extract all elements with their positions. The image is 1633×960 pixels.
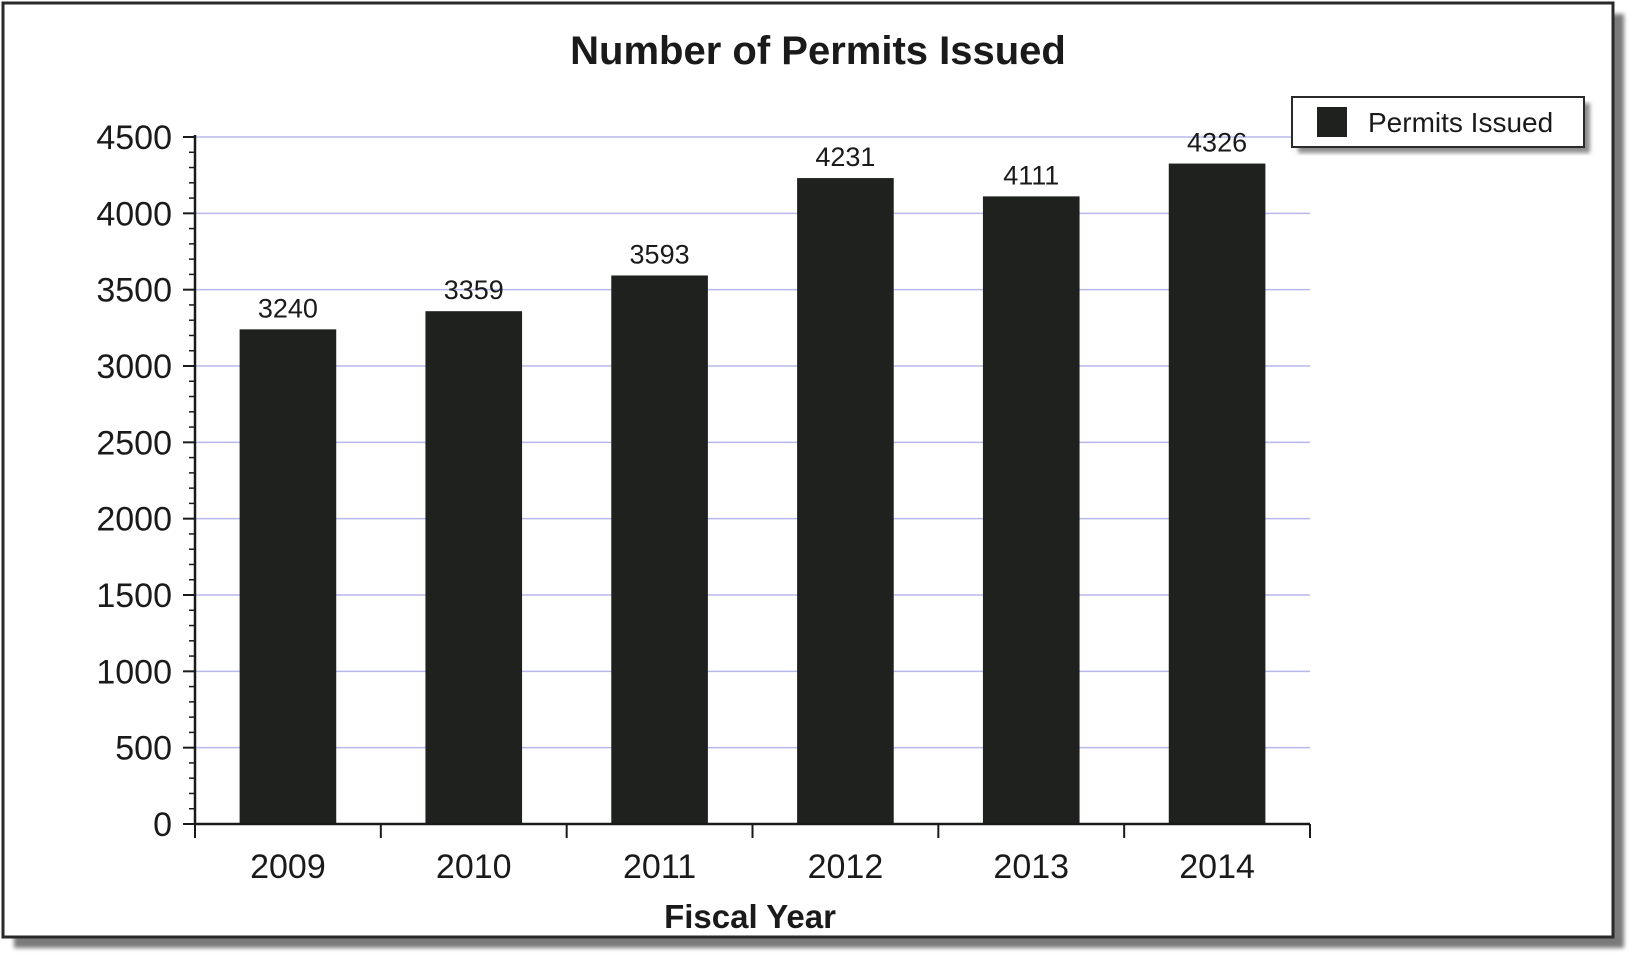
- y-tick-label: 3500: [96, 272, 172, 310]
- legend-label: Permits Issued: [1368, 107, 1553, 138]
- y-tick-label: 3000: [96, 348, 172, 386]
- x-tick-labels: 2009 2010 2011 2012 2013 2014: [250, 848, 1255, 886]
- bar-2010: [425, 311, 523, 825]
- y-tick-label: 2500: [96, 424, 172, 462]
- x-tick-label-2014: 2014: [1179, 848, 1255, 886]
- legend: Permits Issued: [1291, 96, 1590, 153]
- bar-2012: [797, 178, 894, 825]
- y-tick-label: 1000: [96, 653, 172, 691]
- axes: [183, 135, 1311, 838]
- x-axis-label: Fiscal Year: [664, 898, 836, 935]
- value-label-2010: 3359: [444, 275, 504, 305]
- y-tick-label: 1500: [96, 577, 172, 615]
- x-tick-label-2010: 2010: [436, 848, 512, 886]
- x-tick-label-2009: 2009: [250, 848, 326, 886]
- y-tick-label: 4000: [96, 195, 172, 233]
- gridlines: [195, 136, 1310, 749]
- value-label-2012: 4231: [815, 142, 875, 172]
- y-tick-label: 500: [115, 730, 172, 768]
- bar-2013: [982, 196, 1080, 824]
- x-tick-label-2013: 2013: [993, 848, 1069, 886]
- y-tick-label: 2000: [96, 501, 172, 539]
- y-tick-labels: 0 500 1000 1500 2000 2500 3000 3500 4000 4500: [96, 119, 172, 844]
- x-tick-label-2012: 2012: [808, 848, 884, 886]
- bar-2009: [239, 329, 337, 824]
- value-labels: 3240 3359 3593 4231 4111 4326: [258, 128, 1247, 324]
- value-label-2013: 4111: [1003, 160, 1059, 190]
- chart-title: Number of Permits Issued: [570, 29, 1066, 73]
- y-tick-label: 4500: [96, 119, 172, 157]
- bar-2011: [611, 275, 708, 825]
- legend-swatch: [1317, 107, 1347, 137]
- bar-2014: [1168, 163, 1266, 825]
- value-label-2011: 3593: [630, 239, 690, 269]
- bars: [239, 163, 1266, 825]
- value-label-2009: 3240: [258, 293, 318, 323]
- y-tick-label: 0: [153, 806, 172, 844]
- x-tick-label-2011: 2011: [623, 848, 696, 886]
- value-label-2014: 4326: [1187, 128, 1247, 158]
